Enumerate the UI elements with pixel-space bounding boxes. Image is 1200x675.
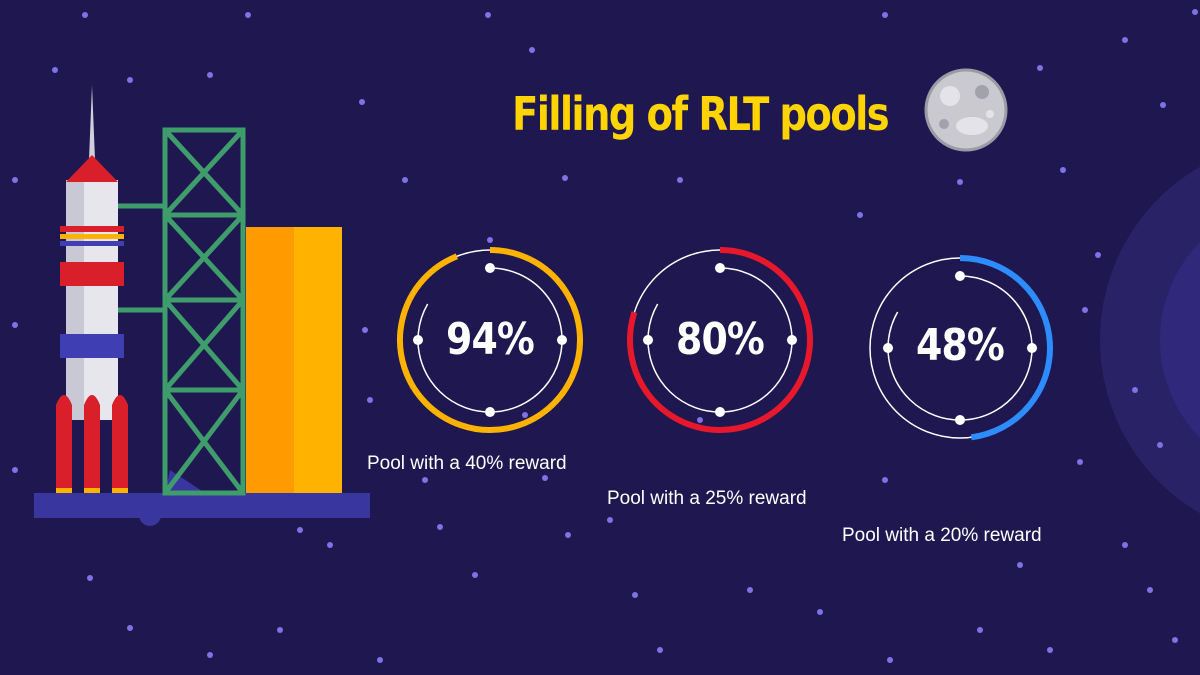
star-dot-icon: [402, 177, 408, 183]
pool-1-label: Pool with a 40% reward: [367, 453, 567, 474]
planet-glow: [1100, 166, 1200, 514]
pool-3-gauge: [869, 255, 1053, 441]
pool-2-gauge: [627, 247, 813, 433]
gauge-inner-ring: [887, 275, 1033, 421]
star-dot-icon: [1192, 9, 1198, 15]
fuel-tank: [246, 227, 342, 493]
gauge-dot: [715, 263, 725, 273]
star-dot-icon: [207, 652, 213, 658]
star-dot-icon: [957, 179, 963, 185]
star-dot-icon: [52, 67, 58, 73]
star-dot-icon: [857, 212, 863, 218]
star-dot-icon: [747, 587, 753, 593]
gauge-dot: [557, 335, 567, 345]
star-field: [12, 9, 1198, 663]
gauge-dot: [883, 343, 893, 353]
moon-icon: [924, 68, 1008, 152]
page-title: Filling of RLT pools: [512, 87, 890, 141]
pool-1-gauge: [397, 247, 583, 433]
star-dot-icon: [1122, 542, 1128, 548]
gauge-dot: [955, 415, 965, 425]
star-dot-icon: [1132, 387, 1138, 393]
star-dot-icon: [1160, 102, 1166, 108]
star-dot-icon: [882, 12, 888, 18]
star-dot-icon: [565, 532, 571, 538]
star-dot-icon: [362, 327, 368, 333]
star-dot-icon: [607, 517, 613, 523]
gauge-dot: [787, 335, 797, 345]
rocket-icon: [56, 85, 128, 493]
pool-1-percent: 94%: [445, 314, 535, 365]
star-dot-icon: [472, 572, 478, 578]
star-dot-icon: [1095, 252, 1101, 258]
star-dot-icon: [87, 575, 93, 581]
star-dot-icon: [1047, 647, 1053, 653]
pool-gauges: [397, 247, 1053, 441]
star-dot-icon: [677, 177, 683, 183]
star-dot-icon: [817, 609, 823, 615]
star-dot-icon: [529, 47, 535, 53]
star-dot-icon: [882, 477, 888, 483]
star-dot-icon: [12, 322, 18, 328]
star-dot-icon: [12, 467, 18, 473]
star-dot-icon: [1082, 307, 1088, 313]
star-dot-icon: [437, 524, 443, 530]
pool-2-percent: 80%: [675, 314, 765, 365]
star-dot-icon: [297, 527, 303, 533]
star-dot-icon: [12, 177, 18, 183]
star-dot-icon: [127, 625, 133, 631]
star-dot-icon: [1157, 442, 1163, 448]
launch-platform: [34, 493, 370, 526]
gauge-progress-arc: [627, 247, 813, 433]
star-dot-icon: [1060, 167, 1066, 173]
star-dot-icon: [887, 657, 893, 663]
gauge-dot: [1027, 343, 1037, 353]
star-dot-icon: [207, 72, 213, 78]
star-dot-icon: [1037, 65, 1043, 71]
gauge-dot: [413, 335, 423, 345]
gauge-dot: [715, 407, 725, 417]
star-dot-icon: [697, 417, 703, 423]
star-dot-icon: [377, 657, 383, 663]
star-dot-icon: [422, 477, 428, 483]
star-dot-icon: [487, 237, 493, 243]
star-dot-icon: [1017, 562, 1023, 568]
planet-glow-inner: [1160, 242, 1200, 438]
star-dot-icon: [522, 412, 528, 418]
gauge-dot: [643, 335, 653, 345]
star-dot-icon: [245, 12, 251, 18]
star-dot-icon: [977, 627, 983, 633]
star-dot-icon: [82, 12, 88, 18]
star-dot-icon: [277, 627, 283, 633]
gauge-dot: [485, 263, 495, 273]
gauge-progress-arc: [397, 247, 583, 433]
star-dot-icon: [485, 12, 491, 18]
star-dot-icon: [542, 475, 548, 481]
gauge-inner-ring: [647, 267, 793, 413]
star-dot-icon: [359, 99, 365, 105]
star-dot-icon: [367, 397, 373, 403]
pool-3-label: Pool with a 20% reward: [842, 525, 1042, 546]
star-dot-icon: [562, 175, 568, 181]
star-dot-icon: [1172, 637, 1178, 643]
star-dot-icon: [1147, 587, 1153, 593]
star-dot-icon: [657, 647, 663, 653]
gauge-progress-arc: [959, 255, 1053, 441]
star-dot-icon: [1077, 459, 1083, 465]
pool-3-percent: 48%: [915, 320, 1005, 371]
gauge-dot: [485, 407, 495, 417]
star-dot-icon: [327, 542, 333, 548]
launch-tower-icon: [118, 127, 246, 496]
gauge-dot: [955, 271, 965, 281]
star-dot-icon: [127, 77, 133, 83]
star-dot-icon: [632, 592, 638, 598]
star-dot-icon: [1122, 37, 1128, 43]
gauge-inner-ring: [417, 267, 563, 413]
pool-2-label: Pool with a 25% reward: [607, 488, 807, 509]
